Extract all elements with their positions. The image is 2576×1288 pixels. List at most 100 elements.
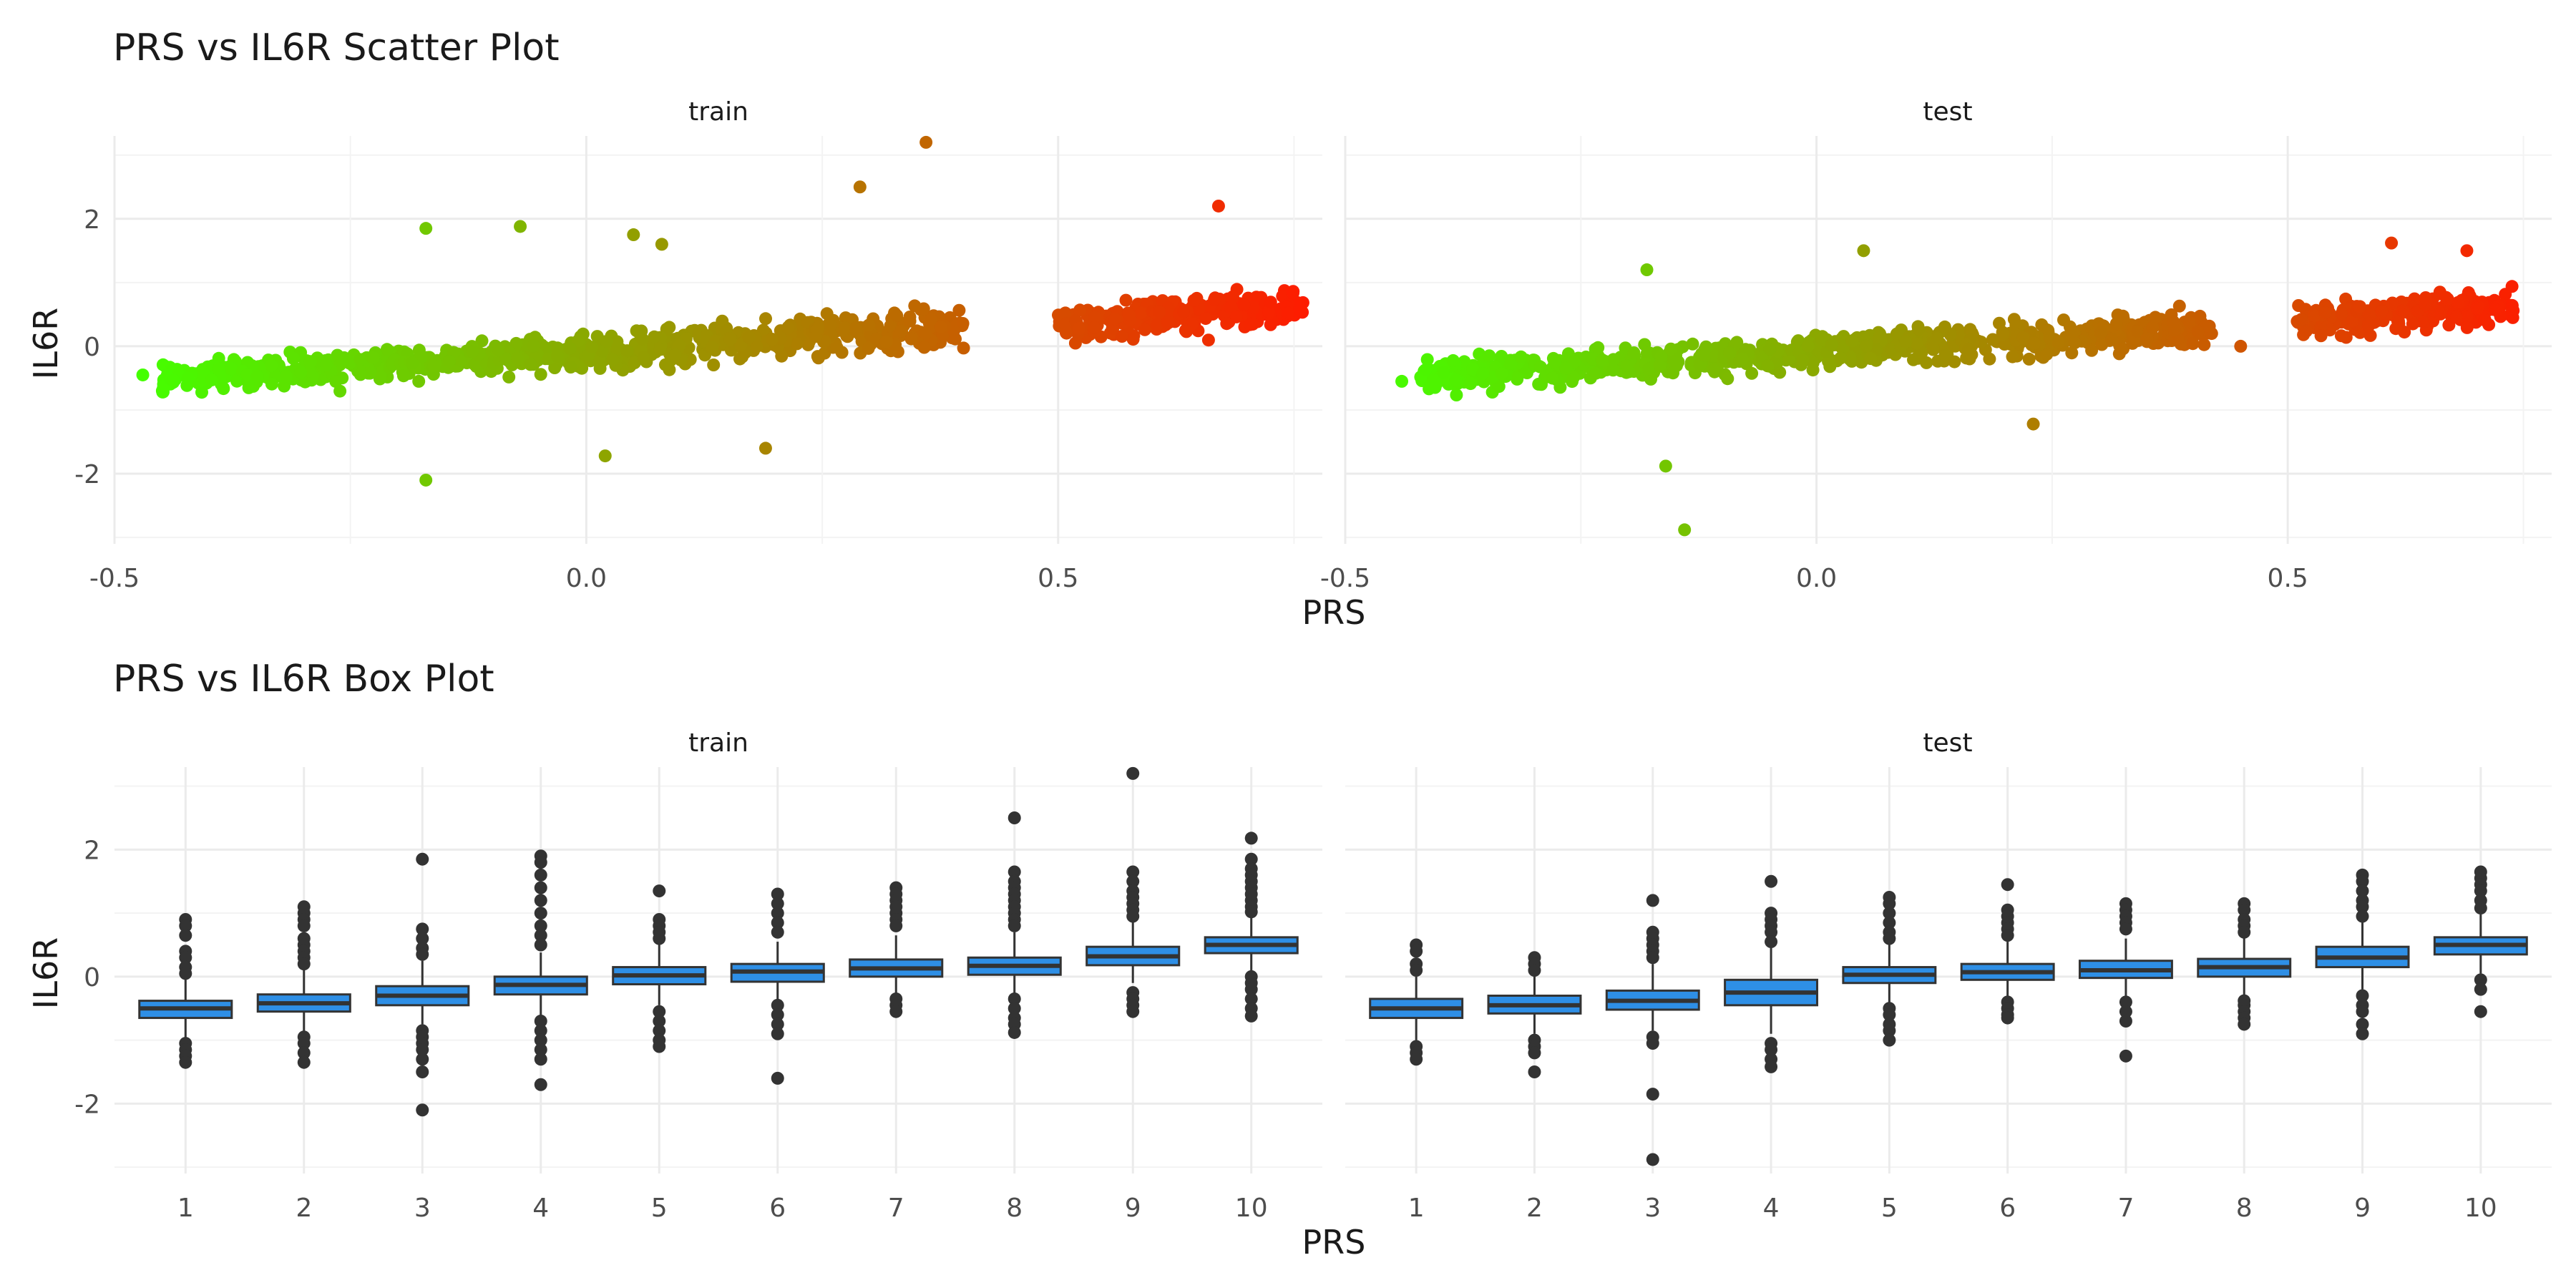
scatter-point (1899, 335, 1913, 348)
box-outlier (534, 1015, 547, 1028)
scatter-point (551, 349, 564, 363)
scatter-point (2489, 303, 2502, 316)
box-outlier (297, 919, 311, 932)
scatter-point (1730, 336, 1744, 349)
scatter-point-outlier (1211, 199, 1225, 213)
scatter-point (585, 341, 598, 354)
scatter-point (2065, 325, 2079, 338)
scatter-point-outlier (853, 180, 867, 194)
scatter-point (1419, 363, 1433, 376)
scatter-point (2406, 317, 2419, 331)
scatter-point (1864, 352, 1877, 366)
scatter-point-outlier (1857, 244, 1870, 258)
box-3 (1605, 894, 1700, 1166)
scatter-point (1686, 337, 1699, 351)
scatter-point (668, 348, 682, 361)
box-outlier (1883, 916, 1896, 930)
box-outlier (534, 1043, 547, 1056)
scatter-point (862, 341, 875, 355)
scatter-strip-test: test (1923, 97, 1972, 127)
scatter-point (1262, 305, 1276, 318)
box-5 (612, 884, 707, 1053)
x-tick-label: 10 (1235, 1194, 1268, 1223)
scatter-point (1122, 308, 1136, 321)
box-outlier (416, 922, 429, 936)
box-outlier (771, 907, 784, 920)
scatter-point (1229, 310, 1243, 323)
scatter-point (2314, 329, 2328, 343)
scatter-point (707, 358, 721, 371)
scatter-point (790, 337, 804, 351)
scatter-point (2140, 332, 2154, 346)
box-9 (2315, 868, 2410, 1040)
box-outlier (297, 957, 311, 971)
scatter-point (2065, 346, 2079, 360)
scatter-point (610, 342, 624, 356)
scatter-point (1264, 296, 1277, 309)
scatter-point (2193, 309, 2207, 323)
y-tick-label: 2 (84, 836, 100, 865)
scatter-point (1806, 356, 1820, 369)
scatter-y-axis-label: IL6R (26, 308, 65, 379)
box-outlier (2356, 1005, 2369, 1018)
scatter-point (1699, 349, 1712, 362)
scatter-point (1466, 362, 1480, 376)
scatter-point (653, 343, 667, 356)
scatter-point (1834, 351, 1848, 365)
scatter-point-outlier (758, 441, 772, 455)
scatter-point (572, 334, 585, 347)
box-outlier (1244, 982, 1258, 996)
scatter-point (2168, 323, 2181, 336)
scatter-point (1073, 303, 1087, 317)
box-outlier (534, 856, 547, 869)
scatter-point (1281, 306, 1294, 320)
scatter-point (2470, 301, 2484, 315)
scatter-point (534, 368, 547, 381)
scatter-point (2460, 321, 2474, 334)
box-outlier (416, 1065, 429, 1078)
box-outlier (1126, 865, 1140, 879)
box-outlier (534, 1033, 547, 1047)
box-8 (967, 811, 1062, 1039)
box-panel-train: 1 2 3 4 5 6 7 8 9 10 (114, 766, 1322, 1223)
y-tick-label: 0 (84, 963, 100, 992)
scatter-point (952, 303, 966, 317)
box-panel-test: 1 2 3 4 5 6 7 8 9 10 (1345, 767, 2552, 1223)
scatter-point (1244, 318, 1257, 331)
box-outlier (2474, 973, 2487, 987)
scatter-point (957, 341, 970, 355)
box-outlier (653, 1005, 666, 1018)
x-tick-label: 5 (651, 1194, 668, 1223)
box-1 (1369, 938, 1464, 1066)
x-tick-label: 5 (1881, 1194, 1898, 1223)
box-outlier (771, 916, 784, 930)
box-outlier (2119, 1015, 2132, 1028)
scatter-point (509, 336, 523, 350)
scatter-point (1187, 293, 1201, 307)
box-outlier (534, 894, 547, 907)
scatter-point-outlier (655, 238, 668, 251)
scatter-point (766, 333, 779, 346)
scatter-point (1983, 352, 1996, 366)
scatter-point (1180, 325, 1193, 338)
scatter-point (2417, 316, 2431, 329)
box-outlier (2238, 1018, 2251, 1031)
scatter-point (2375, 305, 2389, 318)
box-outlier (1883, 1033, 1896, 1047)
scatter-point (1962, 342, 1976, 356)
scatter-point (1773, 366, 1787, 379)
box-outlier (1126, 874, 1140, 888)
box-outlier (416, 932, 429, 945)
scatter-point (564, 361, 577, 374)
scatter-point (1138, 323, 1151, 336)
box-outlier (653, 932, 666, 945)
scatter-point (1653, 359, 1667, 372)
box-outlier (1528, 964, 1541, 977)
box-outlier (771, 887, 784, 901)
scatter-point (1986, 333, 1999, 346)
scatter-point (1586, 352, 1599, 366)
box-outlier (534, 868, 547, 882)
scatter-point (659, 358, 672, 371)
x-tick-label: 7 (888, 1194, 904, 1223)
scatter-point (1514, 350, 1528, 364)
